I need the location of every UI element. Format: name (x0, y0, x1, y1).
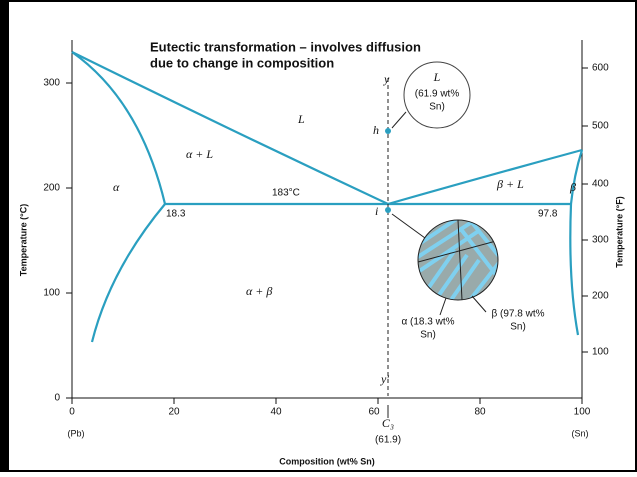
tick-label: 100 (592, 347, 609, 358)
end-label: (Pb) (67, 428, 84, 438)
region-label: β (569, 180, 576, 194)
title-line: due to change in composition (150, 55, 334, 70)
end-label: (Sn) (571, 428, 588, 438)
region-label: α + L (186, 147, 213, 161)
point-label: y (383, 72, 390, 86)
composition-symbol: C₃ (382, 416, 394, 430)
tick-label: 300 (592, 235, 609, 246)
tick-label: 500 (592, 121, 609, 132)
callout-text: (61.9 wt% (415, 89, 460, 100)
tick-label: 0 (54, 393, 60, 404)
callout-text: Sn) (420, 330, 436, 341)
tick-label: 600 (592, 63, 609, 74)
point-label: 18.3 (166, 209, 186, 220)
tick-label: 100 (43, 288, 60, 299)
callout-text: L (433, 70, 441, 84)
region-label: α + β (246, 284, 272, 298)
tick-label: 60 (368, 407, 380, 418)
slide: Eutectic transformation – involves diffu… (0, 0, 637, 472)
callout-text: β (97.8 wt% (492, 309, 545, 320)
tick-label: 200 (43, 183, 60, 194)
tick-label: 300 (43, 78, 60, 89)
point-label: h (373, 123, 379, 137)
axis-title: Temperature (°F) (614, 196, 624, 267)
point-label: 183°C (272, 188, 300, 199)
point-i (385, 207, 391, 213)
callout-text: Sn) (429, 102, 445, 113)
tick-label: 200 (592, 291, 609, 302)
region-label: L (297, 112, 305, 126)
axis-title: Temperature (°C) (18, 204, 28, 276)
callout-text: α (18.3 wt% (401, 317, 454, 328)
point-label: y′ (380, 372, 389, 386)
tick-label: 400 (592, 179, 609, 190)
frame-edge (1, 1, 9, 471)
tick-label: 100 (574, 407, 591, 418)
point-label: i (375, 204, 378, 218)
axis-title: Composition (wt% Sn) (279, 456, 375, 466)
callout-text: Sn) (510, 322, 526, 333)
tick-label: 80 (474, 407, 486, 418)
composition-value: (61.9) (375, 435, 401, 446)
tick-label: 40 (270, 407, 282, 418)
title-line: Eutectic transformation – involves diffu… (150, 39, 421, 54)
point-h (385, 128, 391, 134)
tick-label: 20 (168, 407, 180, 418)
region-label: α (113, 180, 120, 194)
tick-label: 0 (69, 407, 75, 418)
point-label: 97.8 (538, 209, 558, 220)
region-label: β + L (496, 177, 524, 191)
